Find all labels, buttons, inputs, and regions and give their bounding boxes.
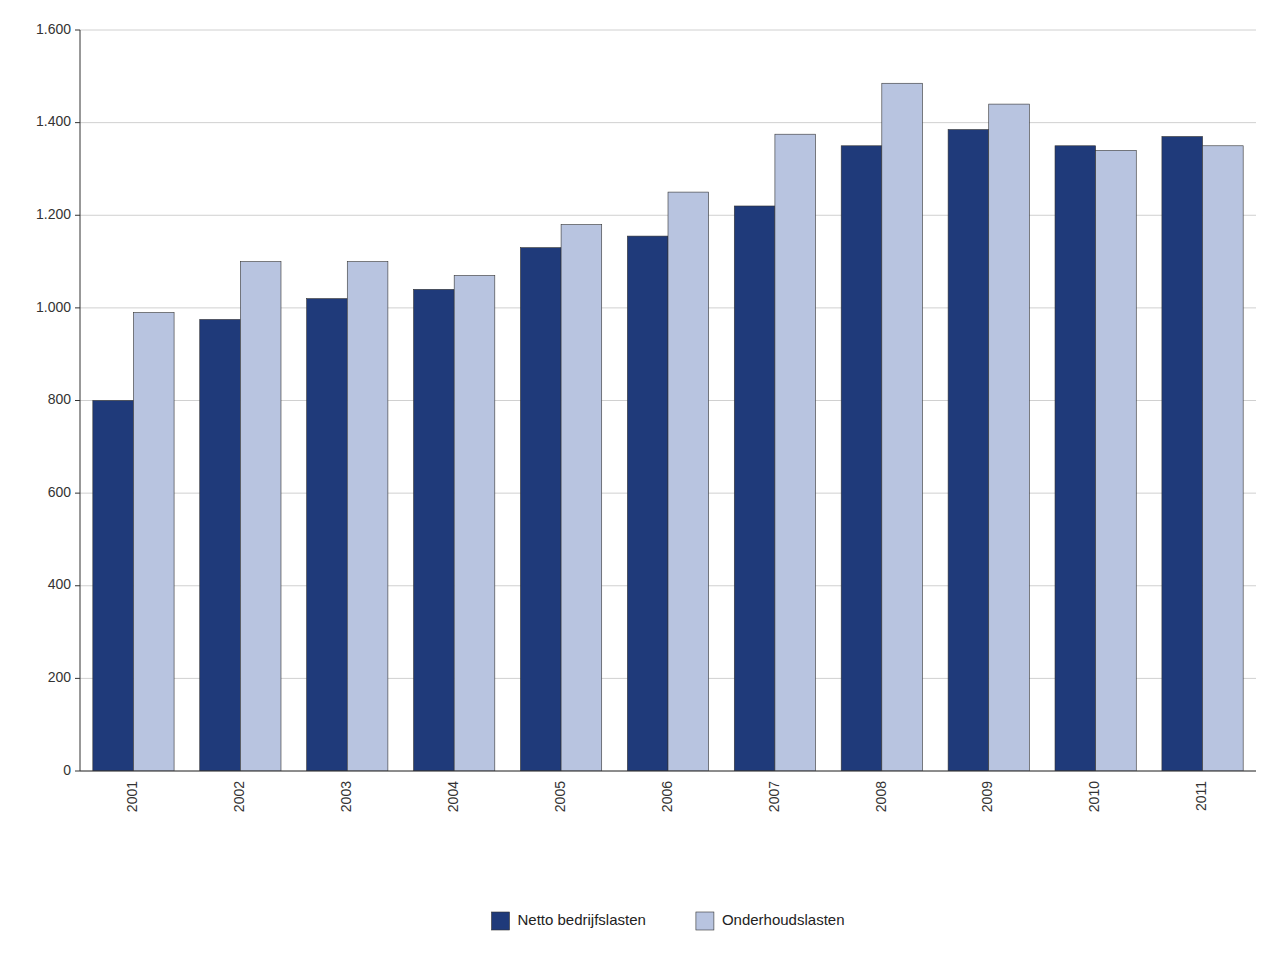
x-tick-label: 2005 (552, 781, 568, 812)
x-axis: 2001 2002 2003 2004 2005 2006 2007 2008 2009 2010… (80, 771, 1256, 812)
bar (561, 225, 602, 771)
y-axis-line (80, 30, 81, 771)
bar (93, 401, 134, 772)
y-tick-label: 200 (48, 669, 72, 685)
legend-label: Onderhoudslasten (722, 911, 845, 928)
grid-line (80, 122, 1256, 123)
x-tick-label: 2008 (873, 781, 889, 812)
bar (1162, 137, 1203, 771)
y-tick (75, 678, 80, 679)
bar-series (133, 83, 1243, 771)
grid (80, 30, 1256, 771)
bar (133, 313, 174, 771)
legend-label: Netto bedrijfslasten (518, 911, 646, 928)
y-tick-label: 1.400 (36, 113, 71, 129)
bar (1096, 150, 1137, 771)
bar (882, 83, 923, 771)
chart-container: 02004006008001.0001.2001.4001.6002001200… (0, 0, 1286, 961)
bar (240, 262, 281, 771)
x-tick-label: 2003 (338, 781, 354, 812)
bar (1203, 146, 1244, 771)
bar (520, 248, 561, 771)
bar (841, 146, 882, 771)
x-tick-label: 2009 (979, 781, 995, 812)
bar (1055, 146, 1096, 771)
x-tick-label: 2010 (1086, 781, 1102, 812)
bar (307, 299, 348, 771)
x-tick-label: 2007 (766, 781, 782, 812)
y-tick-label: 800 (48, 391, 72, 407)
bar (347, 262, 388, 771)
y-tick (75, 771, 80, 772)
bar (775, 134, 816, 771)
grid-line (80, 771, 1256, 772)
legend-swatch (492, 912, 510, 930)
y-tick-label: 1.600 (36, 21, 71, 37)
bar (989, 104, 1030, 771)
bar (414, 289, 455, 771)
y-axis: 0 200 400 600 800 1.000 1.200 1.400 1.600 (36, 21, 80, 778)
y-tick (75, 307, 80, 308)
y-tick (75, 493, 80, 494)
y-tick (75, 30, 80, 31)
y-tick-label: 0 (63, 762, 71, 778)
bar (454, 275, 495, 771)
x-tick-label: 2006 (659, 781, 675, 812)
grid-line (80, 30, 1256, 31)
bar (734, 206, 775, 771)
y-tick-label: 400 (48, 576, 72, 592)
y-tick-label: 1.000 (36, 299, 71, 315)
y-tick-label: 1.200 (36, 206, 71, 222)
legend-swatch (696, 912, 714, 930)
y-tick (75, 585, 80, 586)
chart-svg: 02004006008001.0001.2001.4001.6002001200… (0, 0, 1286, 961)
y-tick (75, 122, 80, 123)
legend: Netto bedrijfslasten Onderhoudslasten (492, 911, 845, 930)
x-tick-label: 2011 (1193, 781, 1209, 811)
x-axis-line (80, 771, 1256, 772)
bar (668, 192, 709, 771)
bar (948, 130, 989, 771)
y-tick (75, 215, 80, 216)
x-tick-label: 2002 (231, 781, 247, 812)
y-tick (75, 400, 80, 401)
bar (627, 236, 668, 771)
bar-series (93, 130, 1203, 771)
y-tick-label: 600 (48, 484, 72, 500)
x-tick-label: 2001 (124, 781, 140, 812)
x-tick-label: 2004 (445, 781, 461, 812)
bars (93, 83, 1243, 771)
bar (200, 319, 241, 771)
